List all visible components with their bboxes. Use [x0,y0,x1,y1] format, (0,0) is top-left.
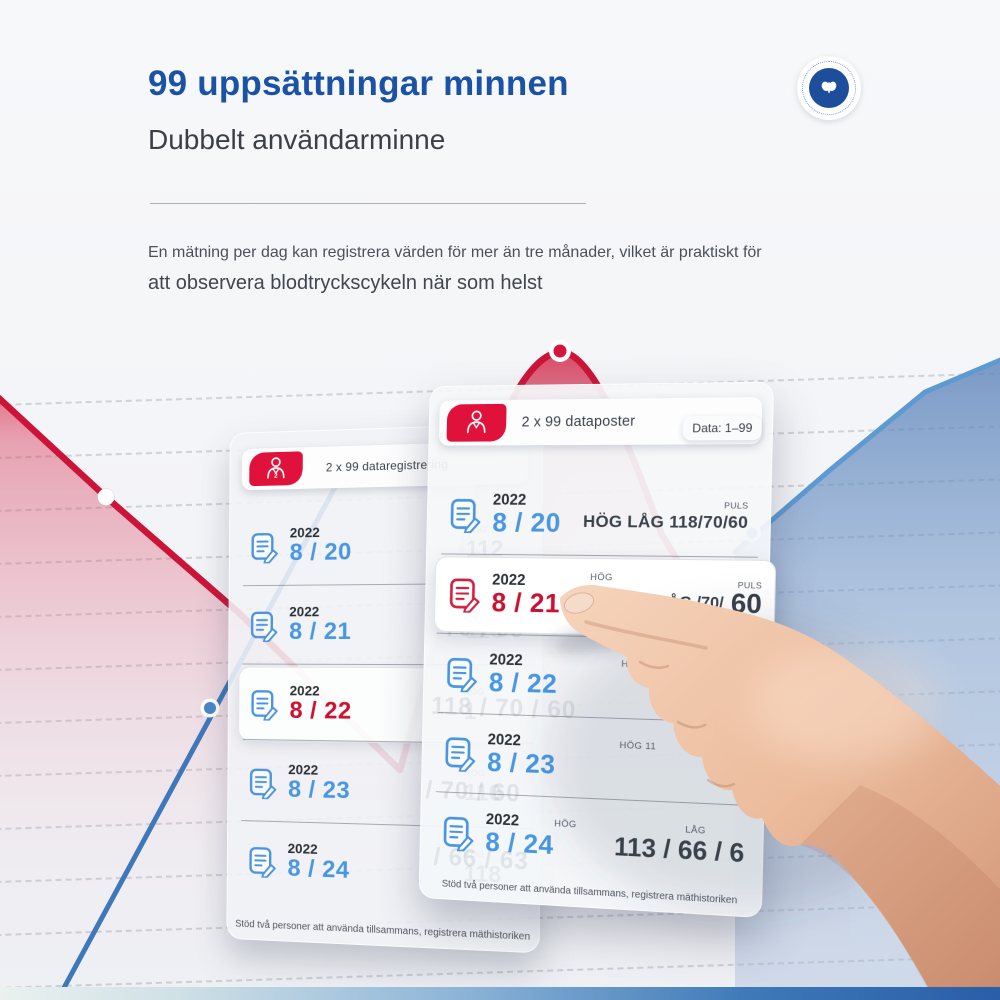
user-badge-icon [446,403,507,442]
blue-area [735,360,1000,1000]
red-point-marker [97,488,115,506]
hog-label: HÖG [621,658,645,670]
record-date: 8 / 20 [492,507,562,538]
record-date: 8 / 22 [289,697,352,725]
record-year: 2022 [289,603,320,620]
record-value: 113 / 66 / 6 [613,830,745,868]
card-header: 2 x 99 dataposter Data: 1–99 [438,397,763,446]
memory-card-user2: 2 2 x 99 dataregistrering 2022 8 / 20 HÖ… [226,422,544,954]
description-line-2: att observera blodtryckscykeln när som h… [148,272,543,294]
record-date: 8 / 24 [287,855,350,885]
page-subtitle: Dubbelt användarminne [148,124,446,155]
doc-edit-icon [248,609,280,641]
seal-ring-icon [802,61,856,115]
user-badge-icon: 2 [249,451,303,487]
record-row[interactable]: 2022 8 / 24 HÖG LÅG 113 / 66 / 6 [429,792,754,889]
hog-label: HÖG 11 [619,739,657,752]
doc-edit-icon [444,655,480,692]
puls-label: PULS [723,499,749,511]
card-footer-note: Stöd två personer att använda tillsamman… [235,918,531,943]
lag-value: LÅG /70/ [657,593,724,612]
brand-seal [797,56,861,120]
doc-edit-icon [247,844,279,877]
bottom-accent-strip [0,987,1000,1000]
doc-edit-icon [440,814,476,852]
record-year: 2022 [492,491,527,509]
record-row[interactable]: 2022 8 / 22 HÖG LÅG 116 / 70 [432,634,758,724]
blue-line-right [732,357,1000,555]
user-number: 2 [274,473,278,480]
record-date: 8 / 24 [485,827,555,861]
data-range-chip: Data: 1–99 [682,415,762,441]
memory-card-user1: 2 x 99 dataposter Data: 1–99 70 / 60 118… [418,381,777,919]
record-row[interactable]: 2022 8 / 20 PULS HÖG LÅG 118/70/60 [436,475,762,558]
doc-edit-icon [447,497,483,534]
record-date: 8 / 21 [491,587,561,619]
record-date: 8 / 20 [289,538,352,567]
record-row-selected[interactable]: 2022 8 / 21 HÖG LÅG /70/ PULS 60 [433,556,777,639]
record-value: 116 / 70 [650,669,745,703]
record-value: HÖG LÅG 118/70/60 [582,511,749,532]
doc-edit-icon [247,766,279,799]
doc-edit-icon [249,530,281,563]
page-title: 99 uppsättningar minnen [148,64,569,103]
doc-edit-icon [442,735,478,773]
record-list: 2022 8 / 20 PULS HÖG LÅG 118/70/60 2022 … [429,475,777,889]
puls-value: 60 [730,588,763,620]
record-date: 8 / 23 [486,747,556,780]
record-value [742,756,743,785]
blue-point-marker-left [200,698,220,718]
card-header-title: 2 x 99 dataposter [521,413,636,431]
record-row[interactable]: 2022 8 / 23 HÖG 11 LÅG [430,713,756,806]
red-peak-marker [549,340,571,362]
record-date: 8 / 22 [488,667,558,700]
doc-edit-icon [249,688,281,721]
description-line-1: En mätning per dag kan registrera värden… [148,244,762,261]
card-header: 2 2 x 99 dataregistrering [241,440,528,491]
divider [150,203,586,204]
hog-label: HÖG [590,571,613,584]
record-date: 8 / 21 [289,618,352,646]
doc-edit-icon [447,576,483,613]
lag-label: LÅG [718,743,739,755]
hog-label: HÖG [554,817,577,830]
record-date: 8 / 23 [287,776,351,805]
